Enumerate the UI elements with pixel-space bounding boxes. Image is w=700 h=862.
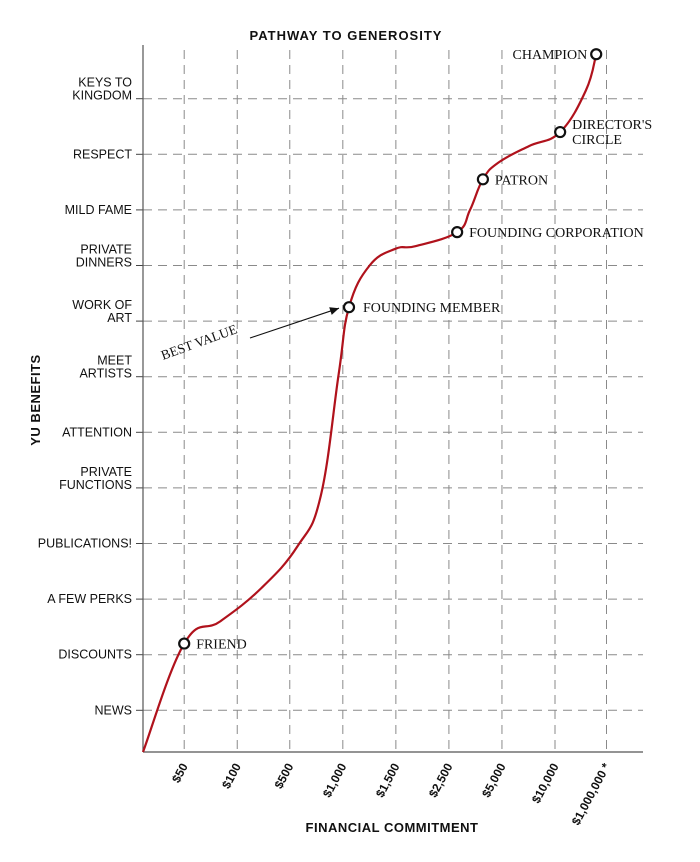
best-value-arrow bbox=[249, 307, 340, 339]
milestone-label: CHAMPION bbox=[513, 48, 588, 63]
x-tick-label: $1,500 bbox=[373, 761, 403, 800]
y-tick-label: PRIVATE DINNERS bbox=[76, 243, 132, 270]
pathway-line bbox=[141, 53, 598, 753]
x-tick-label: $500 bbox=[272, 761, 297, 791]
y-tick-label: A FEW PERKS bbox=[47, 592, 132, 606]
tick-labels: $50 $100 $500 $1,000 $1,500 $2,500 $5,000 $10,0… bbox=[38, 76, 614, 828]
milestone-point bbox=[590, 48, 603, 61]
milestone-label: FOUNDING CORPORATION bbox=[469, 226, 644, 241]
best-value-label: BEST VALUE bbox=[159, 321, 239, 362]
y-tick-label: ATTENTION bbox=[62, 425, 132, 439]
x-tick-label: $2,500 bbox=[426, 761, 456, 800]
annotation-layer: BEST VALUE bbox=[159, 307, 340, 363]
y-tick-label: MILD FAME bbox=[65, 203, 132, 217]
milestone-point bbox=[554, 125, 567, 139]
milestone-point bbox=[476, 173, 489, 186]
milestone-label: FOUNDING MEMBER bbox=[363, 301, 501, 316]
y-tick-label: RESPECT bbox=[73, 147, 132, 161]
grid-lines bbox=[143, 50, 643, 752]
x-tick-label: $5,000 bbox=[479, 761, 509, 800]
milestone-point bbox=[178, 637, 191, 650]
y-tick-label: DISCOUNTS bbox=[58, 648, 132, 662]
axes bbox=[136, 45, 643, 753]
y-axis-label: YU BENEFITS bbox=[28, 354, 43, 445]
x-axis-label: FINANCIAL COMMITMENT bbox=[306, 820, 479, 835]
series-layer: FRIEND FOUNDING MEMBER FOUNDING CORPORATIO… bbox=[141, 48, 652, 753]
milestone-label: PATRON bbox=[495, 173, 548, 188]
x-tick-label: $100 bbox=[219, 761, 244, 791]
y-tick-label: PRIVATE FUNCTIONS bbox=[59, 465, 132, 492]
arrow-head-icon bbox=[329, 307, 339, 315]
milestone-label: DIRECTOR'S CIRCLE bbox=[572, 118, 652, 148]
milestone-label: FRIEND bbox=[196, 638, 247, 653]
x-tick-label: $1,000,000 * bbox=[569, 761, 613, 828]
x-tick-label: $1,000 bbox=[320, 761, 350, 800]
y-tick-label: NEWS bbox=[95, 703, 133, 717]
x-tick-label: $10,000 bbox=[529, 761, 562, 806]
y-tick-label: KEYS TO KINGDOM bbox=[72, 76, 132, 103]
y-tick-label: PUBLICATIONS! bbox=[38, 537, 132, 551]
milestone-point bbox=[451, 226, 464, 239]
x-tick-label: $50 bbox=[169, 761, 191, 786]
milestone-point bbox=[342, 301, 356, 314]
chart-titles: PATHWAY TO GENEROSITY FINANCIAL COMMITME… bbox=[28, 28, 478, 835]
y-tick-label: MEET ARTISTS bbox=[79, 354, 132, 381]
chart-title: PATHWAY TO GENEROSITY bbox=[250, 28, 443, 43]
y-tick-label: WORK OF ART bbox=[72, 298, 132, 325]
